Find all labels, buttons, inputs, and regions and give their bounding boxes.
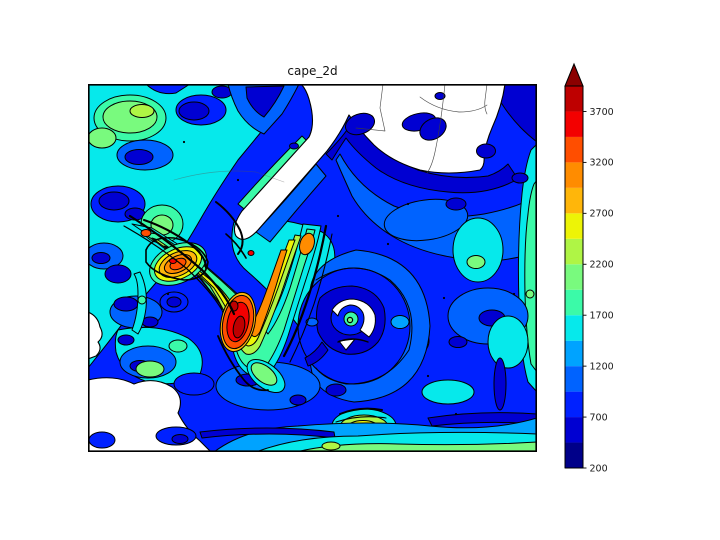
colorbar-tick-label: 2700	[590, 209, 614, 220]
colorbar-band	[565, 162, 583, 188]
colorbar-band	[565, 417, 583, 443]
hurricane-vortex	[297, 249, 431, 403]
colorbar-tick-label: 700	[590, 412, 608, 423]
state-borders	[173, 84, 488, 183]
colorbar-band	[565, 213, 583, 239]
upper-left-blobs	[88, 84, 233, 171]
contour-map	[88, 84, 537, 452]
colorbar-tick-label: 1200	[590, 361, 614, 372]
diagonal-band	[227, 84, 300, 135]
colorbar-tick-label: 1700	[590, 311, 614, 322]
contour-squiggles	[123, 140, 516, 423]
colorbar-band	[565, 340, 583, 367]
colorbar-band	[565, 86, 583, 112]
colorbar-band	[565, 315, 583, 341]
colorbar: 200 700 1200 1700 2200 2700 3200 3700	[564, 62, 614, 474]
right-center-patches	[376, 172, 529, 369]
colorbar-band	[565, 238, 583, 265]
colorbar-band	[565, 289, 583, 316]
colorbar-outline	[564, 85, 584, 469]
colorbar-tick-label: 3200	[590, 158, 614, 169]
colorbar-band	[565, 442, 583, 468]
colorbar-band	[565, 136, 583, 163]
bottom-band	[199, 417, 537, 452]
left-column-blobs	[88, 185, 215, 396]
eye-wall-white	[331, 298, 376, 338]
colorbar-tick-label: 3700	[590, 107, 614, 118]
colorbar-tick-label: 2200	[590, 260, 614, 271]
colorbar-band	[565, 264, 583, 290]
colorbar-band	[565, 111, 583, 137]
spiral-arm	[315, 267, 413, 385]
plot-title: cape_2d	[287, 64, 338, 78]
colorbar-extend-arrow	[564, 62, 584, 87]
colorbar-band	[565, 187, 583, 214]
colorbar-tick-label: 200	[590, 463, 608, 474]
colorbar-band	[565, 366, 583, 392]
colorbar-band	[565, 391, 583, 418]
map-border	[88, 84, 537, 452]
